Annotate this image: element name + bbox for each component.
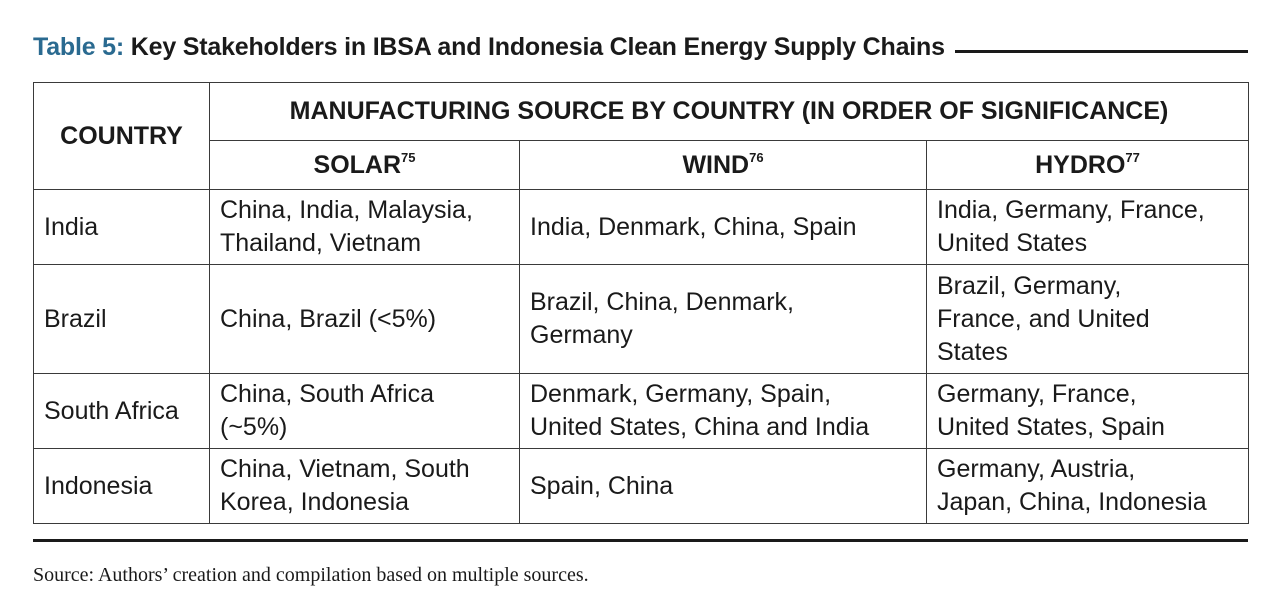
cell-line: Brazil, Germany, bbox=[937, 271, 1122, 300]
source-note: Source: Authors’ creation and compilatio… bbox=[33, 564, 589, 586]
hydro-cell: Brazil, Germany, France, and United States bbox=[925, 264, 1250, 374]
cell-line: Spain, China bbox=[530, 471, 674, 500]
solar-cell: China, India, Malaysia, Thailand, Vietnam bbox=[209, 189, 520, 265]
solar-footnote-ref: 75 bbox=[401, 149, 416, 165]
cell-line: (~5%) bbox=[220, 413, 288, 441]
country-cell: Indonesia bbox=[33, 448, 210, 524]
cell-line: Japan, China, Indonesia bbox=[937, 488, 1207, 516]
cell-line: States bbox=[937, 337, 1008, 366]
country-column-header: COUNTRY bbox=[33, 82, 210, 190]
cell-line: Germany, Austria, bbox=[937, 455, 1136, 483]
wind-cell: Spain, China bbox=[519, 448, 927, 524]
title-rule bbox=[954, 49, 1248, 53]
wind-cell: India, Denmark, China, Spain bbox=[519, 189, 927, 265]
cell-line: France, and United bbox=[937, 304, 1150, 333]
solar-header-label: SOLAR bbox=[313, 150, 402, 179]
table-title-row: Table 5: Key Stakeholders in IBSA and In… bbox=[33, 30, 1248, 64]
cell-line: United States, China and India bbox=[530, 413, 870, 441]
cell-line: United States, Spain bbox=[937, 413, 1165, 441]
solar-column-header: SOLAR75 bbox=[209, 140, 520, 190]
cell-line: China, India, Malaysia, bbox=[220, 196, 473, 224]
table-title-text: Key Stakeholders in IBSA and Indonesia C… bbox=[130, 32, 945, 61]
wind-cell: Denmark, Germany, Spain, United States, C… bbox=[519, 373, 927, 449]
cell-line: China, Brazil (<5%) bbox=[220, 304, 437, 333]
table-number-label: Table 5: bbox=[33, 32, 125, 61]
hydro-cell: Germany, France, United States, Spain bbox=[925, 373, 1250, 449]
wind-header-label: WIND bbox=[682, 150, 750, 179]
cell-line: China, South Africa bbox=[220, 380, 435, 408]
cell-line: Thailand, Vietnam bbox=[220, 229, 422, 257]
cell-line: India, Germany, France, bbox=[937, 196, 1205, 224]
cell-line: Korea, Indonesia bbox=[220, 488, 410, 516]
wind-cell: Brazil, China, Denmark, Germany bbox=[519, 264, 927, 374]
hydro-column-header: HYDRO77 bbox=[925, 140, 1250, 190]
bottom-rule bbox=[33, 539, 1248, 542]
cell-line: China, Vietnam, South bbox=[220, 455, 470, 483]
cell-line: Germany bbox=[530, 321, 633, 349]
hydro-header-label: HYDRO bbox=[1035, 150, 1126, 179]
hydro-cell: India, Germany, France, United States bbox=[925, 189, 1250, 265]
wind-column-header: WIND76 bbox=[519, 140, 927, 190]
table-row: Brazil China, Brazil (<5%) Brazil, China… bbox=[33, 264, 1250, 374]
cell-line: Germany, France, bbox=[937, 380, 1137, 408]
cell-line: United States bbox=[937, 229, 1088, 257]
table-row: Indonesia China, Vietnam, South Korea, In… bbox=[33, 448, 1250, 524]
stakeholders-table: COUNTRY MANUFACTURING SOURCE BY COUNTRY … bbox=[33, 82, 1250, 524]
solar-cell: China, Vietnam, South Korea, Indonesia bbox=[209, 448, 520, 524]
cell-line: Brazil, China, Denmark, bbox=[530, 288, 794, 316]
cell-line: India, Denmark, China, Spain bbox=[530, 212, 857, 241]
table-row: India China, India, Malaysia, Thailand, V… bbox=[33, 189, 1250, 265]
hydro-cell: Germany, Austria, Japan, China, Indonesia bbox=[925, 448, 1250, 524]
table-row: South Africa China, South Africa (~5%) De… bbox=[33, 373, 1250, 449]
solar-cell: China, Brazil (<5%) bbox=[209, 264, 520, 374]
country-cell: South Africa bbox=[33, 373, 210, 449]
solar-cell: China, South Africa (~5%) bbox=[209, 373, 520, 449]
hydro-footnote-ref: 77 bbox=[1125, 149, 1140, 165]
cell-line: Denmark, Germany, Spain, bbox=[530, 380, 832, 408]
country-cell: Brazil bbox=[33, 264, 210, 374]
table-title: Table 5: Key Stakeholders in IBSA and In… bbox=[33, 33, 945, 62]
wind-footnote-ref: 76 bbox=[749, 149, 764, 165]
country-cell: India bbox=[33, 189, 210, 265]
manufacturing-source-header: MANUFACTURING SOURCE BY COUNTRY (IN ORDE… bbox=[208, 82, 1250, 141]
